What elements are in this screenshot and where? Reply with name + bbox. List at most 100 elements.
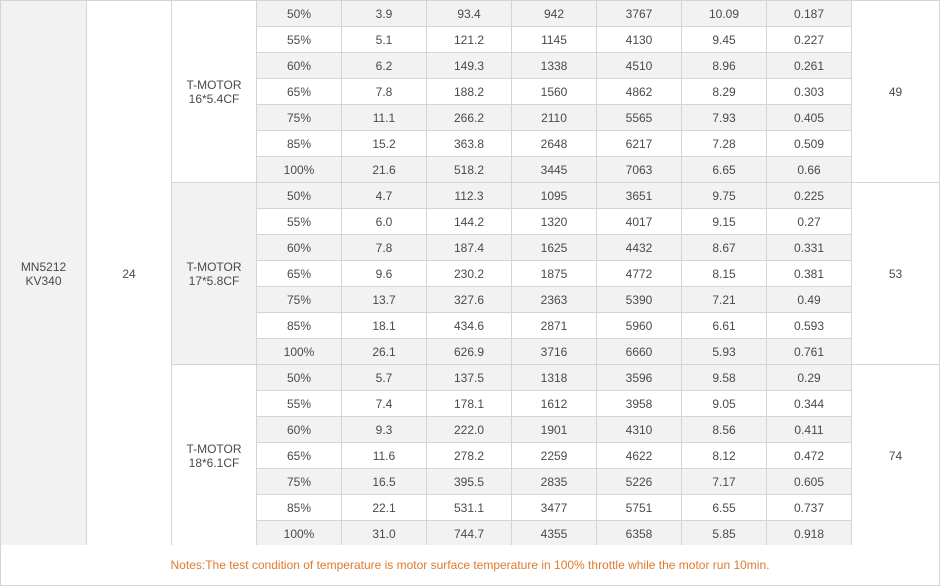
efficiency-cell: 7.17 [681, 468, 767, 495]
propeller-brand: T-MOTOR [186, 259, 242, 274]
power-cell: 434.6 [426, 312, 512, 339]
thrust-cell: 1338 [511, 52, 597, 79]
torque-cell: 0.303 [766, 78, 852, 105]
power-cell: 518.2 [426, 156, 512, 183]
table-body: MN5212 KV340 24 T-MOTOR 16*5.4CF 50% 3.9 93.4 94… [0, 0, 940, 547]
efficiency-cell: 8.56 [681, 416, 767, 443]
torque-cell: 0.509 [766, 130, 852, 157]
throttle-cell: 60% [256, 234, 342, 261]
current-cell: 7.4 [341, 390, 427, 417]
current-cell: 22.1 [341, 494, 427, 521]
torque-cell: 0.761 [766, 338, 852, 365]
temperature-cell: 53 [851, 182, 940, 365]
motor-model-cell: MN5212 KV340 [0, 0, 87, 547]
efficiency-cell: 7.28 [681, 130, 767, 157]
throttle-cell: 55% [256, 208, 342, 235]
efficiency-cell: 7.93 [681, 104, 767, 131]
efficiency-cell: 6.55 [681, 494, 767, 521]
current-cell: 7.8 [341, 78, 427, 105]
thrust-cell: 2259 [511, 442, 597, 469]
efficiency-cell: 6.61 [681, 312, 767, 339]
table-row: 60% 9.3 222.0 1901 4310 8.56 0.411 [1, 416, 940, 443]
efficiency-cell: 7.21 [681, 286, 767, 313]
table-row: T-MOTOR 17*5.8CF 50% 4.7 112.3 1095 3651 9.75 0.… [1, 182, 940, 365]
rpm-cell: 6358 [596, 520, 682, 547]
table-row: 65% 7.8 188.2 1560 4862 8.29 0.303 [1, 78, 940, 105]
throttle-cell: 50% [256, 0, 342, 27]
power-cell: 178.1 [426, 390, 512, 417]
rpm-cell: 4432 [596, 234, 682, 261]
torque-cell: 0.187 [766, 0, 852, 27]
propeller-brand: T-MOTOR [186, 77, 242, 92]
thrust-cell: 2110 [511, 104, 597, 131]
thrust-cell: 2871 [511, 312, 597, 339]
efficiency-cell: 8.96 [681, 52, 767, 79]
efficiency-cell: 9.75 [681, 182, 767, 209]
rpm-cell: 4772 [596, 260, 682, 287]
current-cell: 18.1 [341, 312, 427, 339]
thrust-cell: 1320 [511, 208, 597, 235]
current-cell: 4.7 [341, 182, 427, 209]
current-cell: 13.7 [341, 286, 427, 313]
thrust-cell: 1612 [511, 390, 597, 417]
rpm-cell: 6660 [596, 338, 682, 365]
power-cell: 187.4 [426, 234, 512, 261]
throttle-cell: 60% [256, 52, 342, 79]
voltage-cell: 24 [86, 0, 172, 547]
torque-cell: 0.27 [766, 208, 852, 235]
propeller-brand: T-MOTOR [186, 441, 242, 456]
current-cell: 11.1 [341, 104, 427, 131]
torque-cell: 0.29 [766, 364, 852, 391]
propeller-size: 16*5.4CF [188, 91, 240, 106]
throttle-cell: 100% [256, 520, 342, 547]
throttle-cell: 85% [256, 130, 342, 157]
current-cell: 3.9 [341, 0, 427, 27]
propeller-cell: T-MOTOR 18*6.1CF [171, 364, 257, 547]
thrust-cell: 1318 [511, 364, 597, 391]
rpm-cell: 5565 [596, 104, 682, 131]
table-row: 60% 7.8 187.4 1625 4432 8.67 0.331 [1, 234, 940, 261]
table-row: 65% 9.6 230.2 1875 4772 8.15 0.381 [1, 260, 940, 287]
thrust-cell: 3716 [511, 338, 597, 365]
motor-test-data-table: MN5212 KV340 24 T-MOTOR 16*5.4CF 50% 3.9 93.4 94… [0, 0, 940, 547]
current-cell: 21.6 [341, 156, 427, 183]
thrust-cell: 4355 [511, 520, 597, 547]
throttle-cell: 55% [256, 26, 342, 53]
throttle-cell: 50% [256, 364, 342, 391]
torque-cell: 0.261 [766, 52, 852, 79]
efficiency-cell: 5.93 [681, 338, 767, 365]
power-cell: 121.2 [426, 26, 512, 53]
power-cell: 222.0 [426, 416, 512, 443]
power-cell: 266.2 [426, 104, 512, 131]
efficiency-cell: 10.09 [681, 0, 767, 27]
throttle-cell: 85% [256, 494, 342, 521]
power-cell: 278.2 [426, 442, 512, 469]
torque-cell: 0.737 [766, 494, 852, 521]
propeller-size: 18*6.1CF [188, 455, 240, 470]
throttle-cell: 100% [256, 338, 342, 365]
motor-model-name: MN5212 [20, 259, 67, 274]
rpm-cell: 4622 [596, 442, 682, 469]
power-cell: 395.5 [426, 468, 512, 495]
table-row: 85% 15.2 363.8 2648 6217 7.28 0.509 [1, 130, 940, 157]
torque-cell: 0.472 [766, 442, 852, 469]
rpm-cell: 3651 [596, 182, 682, 209]
torque-cell: 0.605 [766, 468, 852, 495]
torque-cell: 0.918 [766, 520, 852, 547]
temperature-cell: 49 [851, 0, 940, 183]
rpm-cell: 3596 [596, 364, 682, 391]
table-row: 75% 16.5 395.5 2835 5226 7.17 0.605 [1, 468, 940, 495]
torque-cell: 0.331 [766, 234, 852, 261]
table-row: 85% 18.1 434.6 2871 5960 6.61 0.593 [1, 312, 940, 339]
torque-cell: 0.227 [766, 26, 852, 53]
torque-cell: 0.405 [766, 104, 852, 131]
temperature-cell: 74 [851, 364, 940, 547]
current-cell: 9.3 [341, 416, 427, 443]
torque-cell: 0.411 [766, 416, 852, 443]
thrust-cell: 1901 [511, 416, 597, 443]
power-cell: 744.7 [426, 520, 512, 547]
power-cell: 230.2 [426, 260, 512, 287]
rpm-cell: 4862 [596, 78, 682, 105]
thrust-cell: 2835 [511, 468, 597, 495]
throttle-cell: 65% [256, 78, 342, 105]
